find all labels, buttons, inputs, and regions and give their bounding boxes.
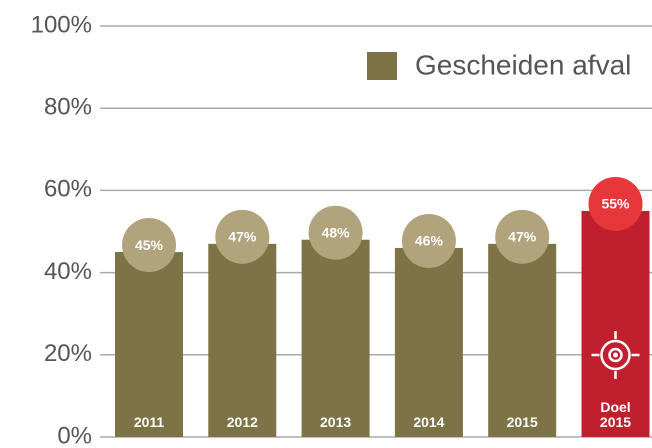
value-label: 55%: [601, 196, 630, 212]
y-tick-label: 80%: [44, 94, 92, 121]
x-tick-label: 2012: [226, 414, 258, 430]
legend-label: Gescheiden afval: [415, 49, 631, 80]
x-tick-label: 2015: [506, 414, 538, 430]
legend-swatch: [367, 52, 397, 80]
value-badge: [308, 205, 363, 260]
value-label: 46%: [415, 233, 444, 249]
value-label: 45%: [135, 237, 164, 253]
value-badge: [495, 209, 550, 264]
bar: [581, 210, 650, 437]
bar: [208, 243, 277, 437]
value-label: 47%: [508, 229, 537, 245]
target-icon: [608, 347, 623, 363]
target-icon: [600, 339, 631, 371]
target-icon: [613, 352, 618, 358]
y-tick-label: 60%: [44, 176, 92, 203]
y-tick-label: 0%: [57, 422, 92, 448]
x-tick-label: 2014: [413, 414, 445, 430]
value-badge: [588, 176, 643, 231]
y-tick-label: 100%: [31, 11, 92, 38]
y-tick-label: 20%: [44, 340, 92, 367]
value-badge: [122, 218, 176, 273]
x-tick-label: Doel 2015: [599, 399, 632, 430]
bar: [488, 243, 557, 437]
y-tick-label: 40%: [44, 258, 92, 285]
bar: [301, 239, 370, 437]
value-label: 48%: [322, 224, 351, 240]
bar: [394, 247, 463, 437]
value-label: 47%: [228, 229, 257, 245]
x-tick-label: 2013: [320, 414, 352, 430]
value-badge: [401, 213, 456, 268]
value-badge: [215, 209, 270, 264]
bar: [115, 252, 183, 437]
x-tick-label: 2011: [133, 414, 165, 430]
